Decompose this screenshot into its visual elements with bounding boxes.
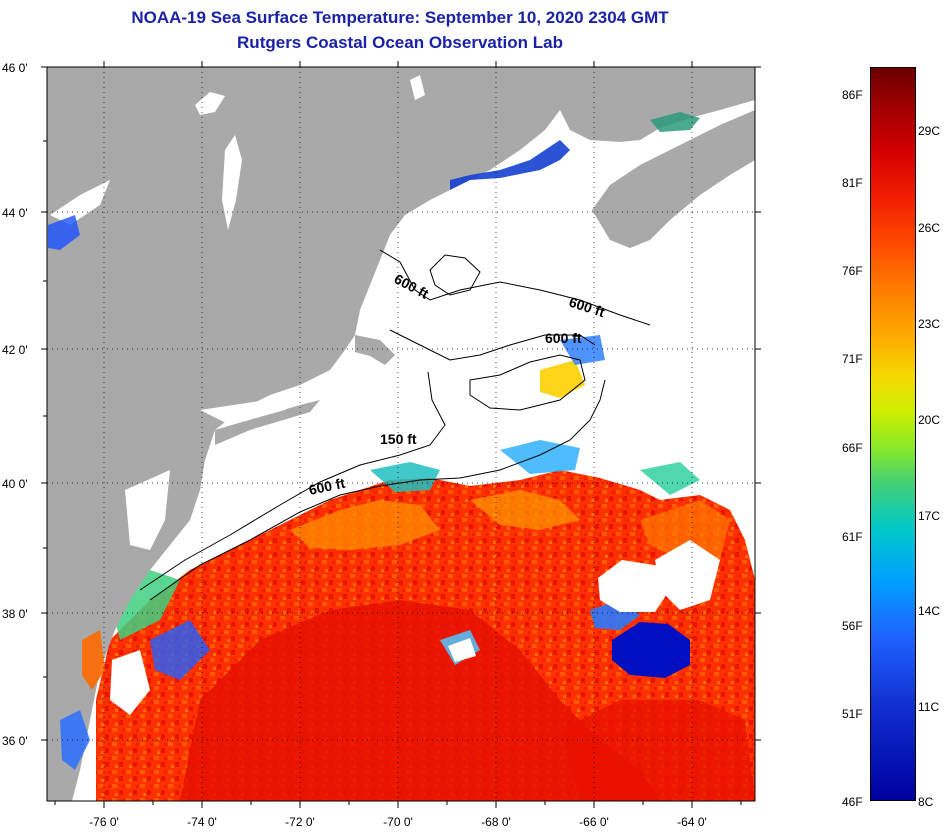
colorbar-f-label: 76F [842, 264, 863, 278]
colorbar-f-label: 71F [842, 352, 863, 366]
lon-label: -64 0' [677, 815, 707, 829]
chart-subtitle: Rutgers Coastal Ocean Observation Lab [237, 33, 563, 52]
cloud-patch [598, 560, 672, 612]
sst-cool-patch [150, 620, 210, 680]
bottom-ticks [54, 61, 742, 808]
colorbar-f-label: 61F [842, 530, 863, 544]
lon-label: -68 0' [481, 815, 511, 829]
contour-gulf-maine-inner [389, 329, 596, 361]
land-nova-scotia [592, 110, 755, 248]
cloud-on-land [222, 135, 242, 230]
contour-label: 150 ft [380, 431, 417, 447]
colorbar-c-label: 8C [918, 795, 934, 809]
colorbar-c-label: 17C [918, 509, 941, 523]
sst-cold-patch [612, 622, 690, 678]
lat-label: 38 0' [2, 607, 28, 621]
contour-georges [469, 354, 586, 411]
coastal-cold-fringe [48, 215, 80, 250]
contour-label: 600 ft [307, 475, 346, 498]
contour-gulf-maine [379, 249, 651, 326]
cloud-on-land [410, 75, 425, 100]
coastal-cold-fringe [650, 112, 700, 132]
cloud-on-land [200, 395, 300, 425]
lon-label: -76 0' [89, 815, 119, 829]
sst-orange-band [290, 500, 440, 550]
sst-hot-patch [180, 600, 660, 801]
colorbar-f-label: 66F [842, 441, 863, 455]
cloud-patch [655, 540, 720, 610]
cloud-on-land [125, 470, 170, 550]
sst-orange-band [470, 490, 580, 530]
colorbar-f-label: 46F [842, 795, 863, 809]
contour-600ft-shelf [149, 379, 606, 601]
lat-label: 36 0' [2, 734, 28, 748]
sst-cool-patch [500, 440, 580, 474]
colorbar-f-label: 56F [842, 619, 863, 633]
colorbar-c-label: 26C [918, 221, 941, 235]
colorbar-f-label: 81F [842, 176, 863, 190]
contour-150ft [139, 371, 446, 591]
coastal-cold-fringe [450, 140, 570, 190]
contour-basin [429, 254, 481, 296]
colorbar-c-label: 11C [918, 700, 940, 714]
colorbar-c-label: 14C [918, 604, 941, 618]
lon-label: -74 0' [187, 815, 217, 829]
colorbar-f-label: 86F [842, 88, 863, 102]
sst-hot-patch [560, 700, 755, 801]
sst-cool-patch [640, 462, 700, 495]
left-ticks [41, 66, 761, 741]
lat-label: 44 0' [2, 206, 28, 220]
map-frame [46, 66, 756, 802]
lat-label: 40 0' [2, 477, 28, 491]
lat-label: 42 0' [2, 343, 28, 357]
colorbar-c-label: 20C [918, 413, 941, 427]
coastal-warm-fringe [82, 630, 105, 690]
cloud-on-land [50, 180, 110, 225]
graticule [47, 67, 755, 801]
colorbar-f-label: 51F [842, 707, 863, 721]
cloud-patch [110, 650, 150, 715]
lon-label: -70 0' [383, 815, 413, 829]
temperature-colorbar [870, 67, 916, 801]
lon-label: -66 0' [579, 815, 609, 829]
lat-label: 46 0' [2, 61, 28, 75]
contour-label: 600 ft [545, 330, 582, 346]
bathymetry-contours [139, 249, 651, 601]
cloud-patch [448, 638, 476, 662]
land-mainland [47, 67, 560, 801]
colorbar-c-label: 29C [918, 124, 941, 138]
land-new-brunswick [560, 67, 755, 142]
sst-orange-band [640, 500, 730, 560]
land-long-island [215, 400, 320, 445]
coastal-cold-fringe [60, 710, 90, 770]
lon-label: -72 0' [285, 815, 315, 829]
chart-title: NOAA-19 Sea Surface Temperature: Septemb… [131, 8, 669, 27]
cloud-on-land [195, 92, 225, 115]
colorbar-c-label: 23C [918, 317, 941, 331]
land-cape-cod [355, 335, 395, 365]
